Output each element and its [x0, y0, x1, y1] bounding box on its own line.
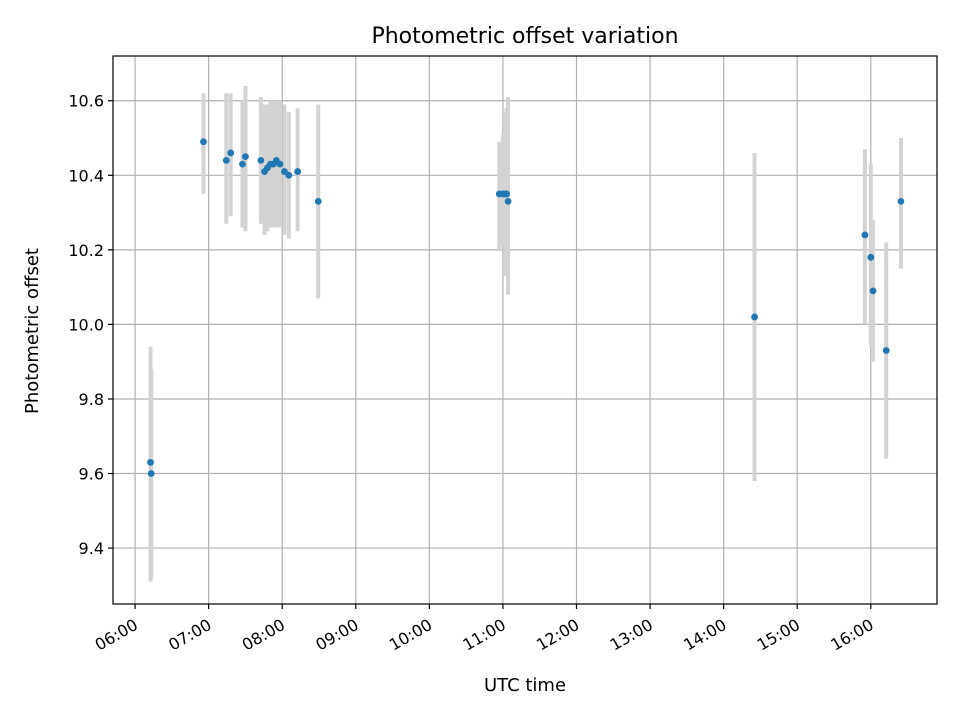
- x-tick-label-5: 11:00: [459, 615, 508, 655]
- data-point-24: [861, 231, 869, 239]
- y-tick-label-1: 9.6: [79, 465, 104, 484]
- data-point-3: [222, 156, 230, 164]
- y-tick-label-3: 10.0: [68, 315, 104, 334]
- data-point-5: [239, 160, 246, 168]
- x-tick-label-4: 10:00: [386, 615, 435, 655]
- y-tick-label-6: 10.6: [68, 92, 104, 111]
- data-point-1: [147, 470, 155, 477]
- y-tick-label-2: 9.8: [79, 390, 104, 409]
- data-point-26: [869, 287, 877, 295]
- y-tick-label-4: 10.2: [68, 241, 104, 260]
- x-tick-label-9: 15:00: [754, 615, 803, 655]
- data-point-27: [882, 347, 890, 354]
- data-point-22: [504, 197, 512, 205]
- x-tick-label-2: 08:00: [239, 615, 288, 655]
- chart-title: Photometric offset variation: [371, 24, 678, 49]
- data-point-21: [503, 190, 511, 198]
- x-tick-label-6: 12:00: [533, 615, 582, 655]
- data-point-6: [242, 153, 249, 161]
- x-tick-label-8: 14:00: [680, 615, 729, 655]
- data-point-15: [285, 171, 293, 179]
- data-point-7: [257, 156, 265, 164]
- grid: [113, 56, 937, 604]
- x-tick-label-3: 09:00: [312, 615, 361, 655]
- y-tick-label-5: 10.4: [68, 166, 104, 185]
- data-point-25: [867, 253, 875, 261]
- x-axis-label: UTC time: [484, 675, 566, 696]
- data-point-16: [294, 168, 302, 175]
- data-point-17: [314, 197, 322, 205]
- data-point-2: [200, 138, 207, 146]
- data-point-23: [751, 313, 758, 321]
- x-tick-label-0: 06:00: [92, 615, 141, 655]
- data-points: [147, 138, 905, 477]
- data-point-0: [147, 458, 154, 466]
- data-point-28: [897, 197, 905, 205]
- y-tick-label-0: 9.4: [79, 539, 104, 558]
- x-tick-label-7: 13:00: [607, 615, 656, 655]
- plot-frame: [112, 55, 938, 605]
- data-point-13: [276, 160, 284, 168]
- data-point-4: [227, 149, 235, 157]
- x-tick-label-10: 16:00: [827, 615, 876, 655]
- x-tick-label-1: 07:00: [165, 615, 214, 655]
- y-axis-label: Photometric offset: [22, 248, 43, 414]
